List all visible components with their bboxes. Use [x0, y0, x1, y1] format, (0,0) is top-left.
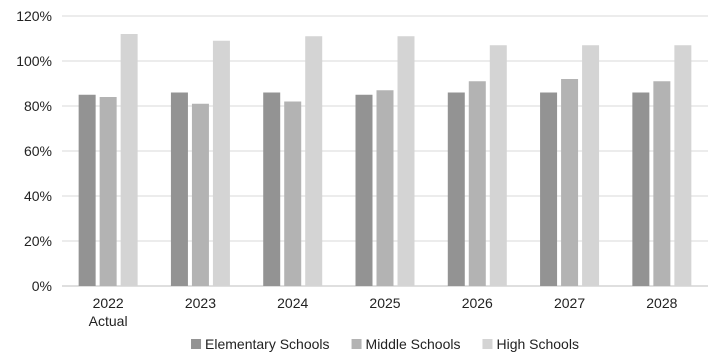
- y-tick-label: 0%: [32, 278, 52, 294]
- y-tick-label: 80%: [24, 98, 52, 114]
- bar-middle-schools: [99, 97, 117, 286]
- legend-item: High Schools: [482, 336, 579, 352]
- legend: Elementary Schools Middle Schools High Sch…: [191, 336, 579, 352]
- bar-high-schools: [397, 36, 415, 286]
- bar-high-schools: [305, 36, 323, 286]
- bar-elementary-schools: [263, 92, 281, 286]
- bar-middle-schools: [376, 90, 394, 286]
- y-tick-label: 100%: [16, 53, 52, 69]
- bar-high-schools: [489, 45, 507, 286]
- y-tick-label: 60%: [24, 143, 52, 159]
- y-tick-label: 120%: [16, 8, 52, 24]
- bar-high-schools: [674, 45, 692, 286]
- legend-swatch: [191, 339, 202, 349]
- bar-middle-schools: [653, 81, 671, 286]
- legend-label: Middle Schools: [366, 336, 461, 352]
- bar-high-schools: [582, 45, 600, 286]
- bar-elementary-schools: [540, 92, 558, 286]
- x-tick-label: 2025: [369, 295, 400, 311]
- bar-middle-schools: [191, 103, 209, 286]
- x-axis-tick-labels: 2022 Actual 2023 2024 2025 2026 2027 2028: [89, 295, 678, 329]
- bar-middle-schools: [468, 81, 486, 286]
- legend-label: High Schools: [496, 336, 579, 352]
- bars: [78, 34, 692, 286]
- bar-middle-schools: [284, 101, 302, 286]
- bar-middle-schools: [561, 79, 579, 286]
- x-tick-label: 2024: [277, 295, 308, 311]
- bar-elementary-schools: [170, 92, 188, 286]
- x-tick-label: 2023: [185, 295, 216, 311]
- y-tick-label: 20%: [24, 233, 52, 249]
- y-axis-tick-labels: 0% 20% 40% 60% 80% 100% 120%: [16, 8, 52, 294]
- legend-swatch: [482, 339, 493, 349]
- x-tick-label: 2028: [646, 295, 677, 311]
- bar-elementary-schools: [355, 94, 373, 286]
- bar-high-schools: [120, 34, 138, 286]
- y-tick-label: 40%: [24, 188, 52, 204]
- bar-elementary-schools: [78, 94, 96, 286]
- x-tick-label: Actual: [89, 313, 128, 329]
- legend-item: Elementary Schools: [191, 336, 330, 352]
- legend-swatch: [351, 339, 362, 349]
- x-tick-label: 2022: [93, 295, 124, 311]
- legend-label: Elementary Schools: [205, 336, 330, 352]
- x-tick-label: 2026: [462, 295, 493, 311]
- bar-elementary-schools: [632, 92, 650, 286]
- bar-elementary-schools: [447, 92, 465, 286]
- legend-item: Middle Schools: [351, 336, 461, 352]
- x-tick-label: 2027: [554, 295, 585, 311]
- bar-high-schools: [212, 40, 230, 286]
